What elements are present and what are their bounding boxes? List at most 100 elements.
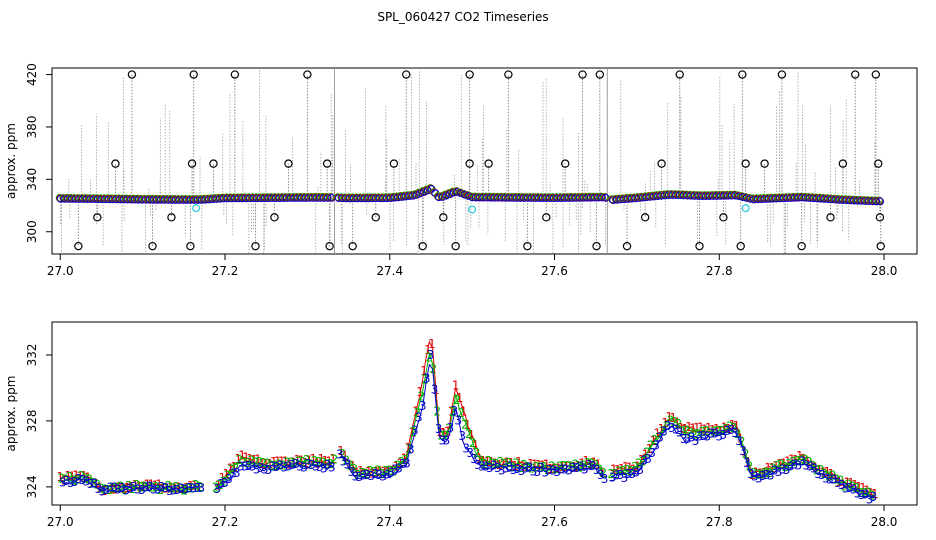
bottom-series-marker: 3 — [625, 467, 633, 481]
bottom-series-marker: 3 — [553, 465, 561, 479]
bottom-series-marker: 2 — [734, 427, 742, 441]
bottom-series-marker: 1 — [507, 456, 515, 470]
top-outlier-point — [127, 70, 137, 79]
bottom-series-marker: 1 — [820, 466, 828, 480]
bottom-series-marker: 3 — [95, 482, 103, 496]
top-plot-frame — [51, 67, 918, 255]
bottom-series-marker: 3 — [261, 463, 269, 477]
bottom-series-marker: 2 — [722, 422, 730, 436]
top-outlier-point — [284, 159, 293, 168]
bottom-series-marker: 2 — [718, 424, 726, 438]
bottom-series-marker: 1 — [234, 452, 242, 466]
bottom-series-marker: 3 — [585, 458, 593, 472]
bottom-series-marker: 1 — [88, 476, 96, 490]
bottom-series-marker: 1 — [274, 455, 282, 469]
bottom-series-marker: 3 — [454, 414, 462, 428]
bottom-series-marker: 2 — [133, 478, 141, 492]
bottom-series-marker: 1 — [673, 416, 681, 430]
bottom-series-marker: 1 — [116, 480, 124, 494]
bottom-series-marker: 3 — [712, 426, 720, 440]
bottom-series-marker: 2 — [89, 476, 97, 490]
top-outlier-point — [741, 159, 750, 168]
bottom-series-marker: 1 — [84, 470, 92, 484]
top-x-tick-label: 28.0 — [871, 264, 898, 278]
bottom-series-marker: 3 — [727, 423, 735, 437]
bottom-series-marker: 1 — [531, 458, 539, 472]
bottom-series-marker: 1 — [254, 453, 262, 467]
bottom-series-marker: 3 — [387, 466, 395, 480]
bottom-series-marker: 2 — [153, 480, 161, 494]
bottom-series-marker: 1 — [298, 454, 306, 468]
bottom-series-marker: 1 — [610, 463, 618, 477]
bottom-series-marker: 3 — [506, 459, 514, 473]
bottom-series-marker: 2 — [85, 473, 93, 487]
bottom-series-marker: 2 — [386, 463, 394, 477]
bottom-series-marker: 1 — [515, 455, 523, 469]
bottom-series-marker: 1 — [705, 421, 713, 435]
bottom-series-marker: 2 — [374, 464, 382, 478]
bottom-series-marker: 2 — [196, 480, 204, 494]
bottom-series-marker: 3 — [182, 482, 190, 496]
bottom-series-marker: 3 — [269, 460, 277, 474]
bottom-series-marker: 2 — [497, 455, 505, 469]
bottom-series-marker: 3 — [822, 471, 830, 485]
bottom-series-marker: 1 — [100, 484, 108, 498]
bottom-series-marker: 3 — [451, 404, 459, 418]
top-outlier-point — [826, 213, 835, 222]
top-outlier-point — [622, 241, 632, 251]
bottom-series-marker: 2 — [165, 479, 173, 493]
bottom-series-marker: 2 — [509, 460, 517, 474]
bottom-x-tick-label: 27.6 — [541, 515, 568, 529]
bottom-series-marker: 1 — [796, 449, 804, 463]
bottom-series-marker: 1 — [721, 420, 729, 434]
bottom-series-marker: 1 — [634, 460, 642, 474]
bottom-series-marker: 2 — [710, 425, 718, 439]
bottom-series-marker: 1 — [420, 364, 428, 378]
bottom-series-marker: 3 — [838, 478, 846, 492]
bottom-series-marker: 1 — [760, 466, 768, 480]
bottom-series-marker: 1 — [175, 481, 183, 495]
bottom-series-marker: 3 — [458, 429, 466, 443]
bottom-series-marker: 3 — [63, 474, 71, 488]
bottom-series-marker: 3 — [391, 463, 399, 477]
bottom-series-line — [340, 363, 605, 480]
bottom-series-marker: 1 — [238, 448, 246, 462]
bottom-series-marker: 2 — [742, 447, 750, 461]
bottom-series-marker: 3 — [486, 461, 494, 475]
bottom-series-marker: 1 — [250, 453, 258, 467]
bottom-series-marker: 3 — [174, 483, 182, 497]
bottom-series-marker: 1 — [665, 410, 673, 424]
bottom-series-marker: 3 — [103, 483, 111, 497]
bottom-series-marker: 3 — [514, 462, 522, 476]
bottom-series-marker: 1 — [167, 480, 175, 494]
bottom-series-marker: 3 — [557, 462, 565, 476]
bottom-series-marker: 2 — [62, 472, 70, 486]
bottom-series-marker: 3 — [858, 488, 866, 502]
bottom-series-marker: 1 — [630, 462, 638, 476]
bottom-series-marker: 2 — [829, 468, 837, 482]
top-outlier-point — [451, 241, 460, 251]
bottom-series-marker: 3 — [715, 429, 723, 443]
bottom-series-marker: 1 — [642, 447, 650, 461]
bottom-series-marker: 2 — [805, 455, 813, 469]
bottom-series-marker: 1 — [143, 478, 151, 492]
top-outlier-point — [504, 70, 513, 79]
top-outlier-point — [348, 241, 357, 251]
bottom-series-marker: 2 — [825, 469, 833, 483]
bottom-series-marker: 2 — [429, 362, 437, 376]
bottom-series-marker: 1 — [452, 379, 460, 393]
bottom-series-marker: 2 — [366, 464, 374, 478]
bottom-series-marker: 1 — [752, 465, 760, 479]
figure-title: SPL_060427 CO2 Timeseries — [377, 10, 548, 24]
bottom-series-marker: 3 — [431, 382, 439, 396]
bottom-series-marker: 2 — [777, 458, 785, 472]
bottom-series-marker: 1 — [404, 441, 412, 455]
top-y-axis-label: approx. ppm — [4, 123, 18, 199]
top-outlier-point — [189, 70, 198, 79]
bottom-series-marker: 2 — [481, 457, 489, 471]
bottom-series-marker: 3 — [708, 426, 716, 440]
bottom-series-marker: 3 — [395, 461, 403, 475]
bottom-series-marker: 2 — [694, 427, 702, 441]
top-y-tick-label: 420 — [25, 63, 39, 86]
